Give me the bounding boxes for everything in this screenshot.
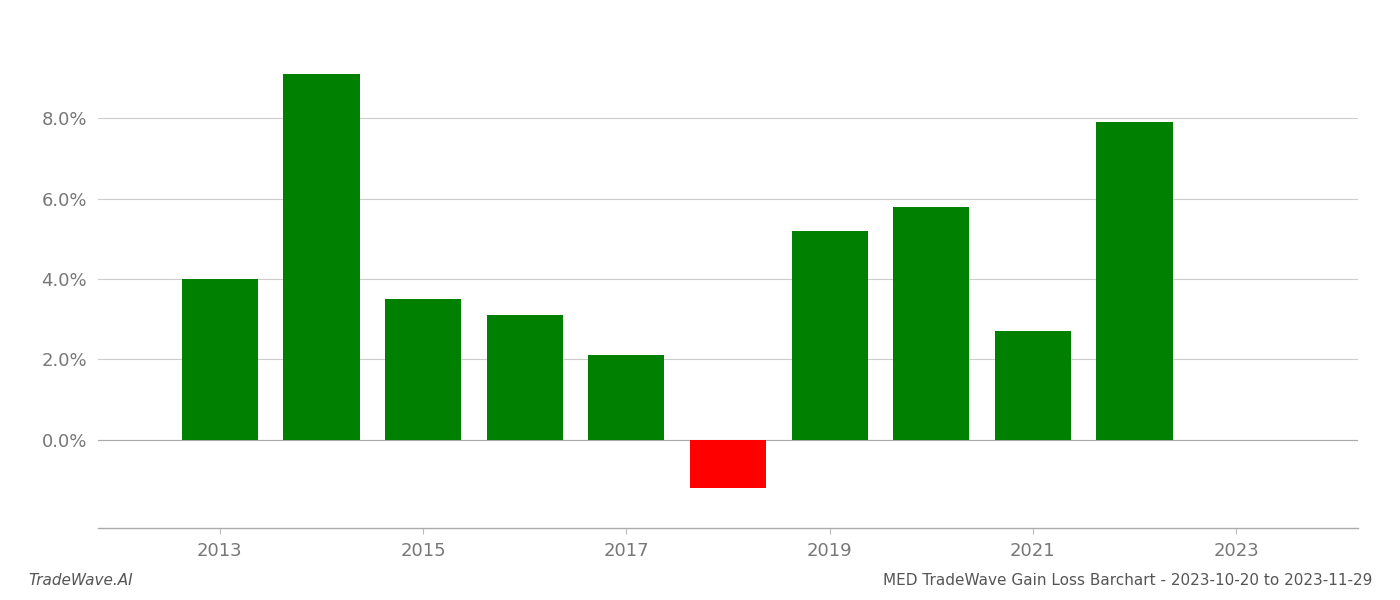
Text: MED TradeWave Gain Loss Barchart - 2023-10-20 to 2023-11-29: MED TradeWave Gain Loss Barchart - 2023-… (882, 573, 1372, 588)
Bar (385, 299, 461, 440)
Bar (893, 207, 969, 440)
Bar (182, 279, 258, 440)
Bar (791, 231, 868, 440)
Bar (690, 440, 766, 488)
Text: TradeWave.AI: TradeWave.AI (28, 573, 133, 588)
Bar (588, 355, 665, 440)
Bar (487, 315, 563, 440)
Bar (1096, 122, 1173, 440)
Bar (995, 331, 1071, 440)
Bar (283, 74, 360, 440)
